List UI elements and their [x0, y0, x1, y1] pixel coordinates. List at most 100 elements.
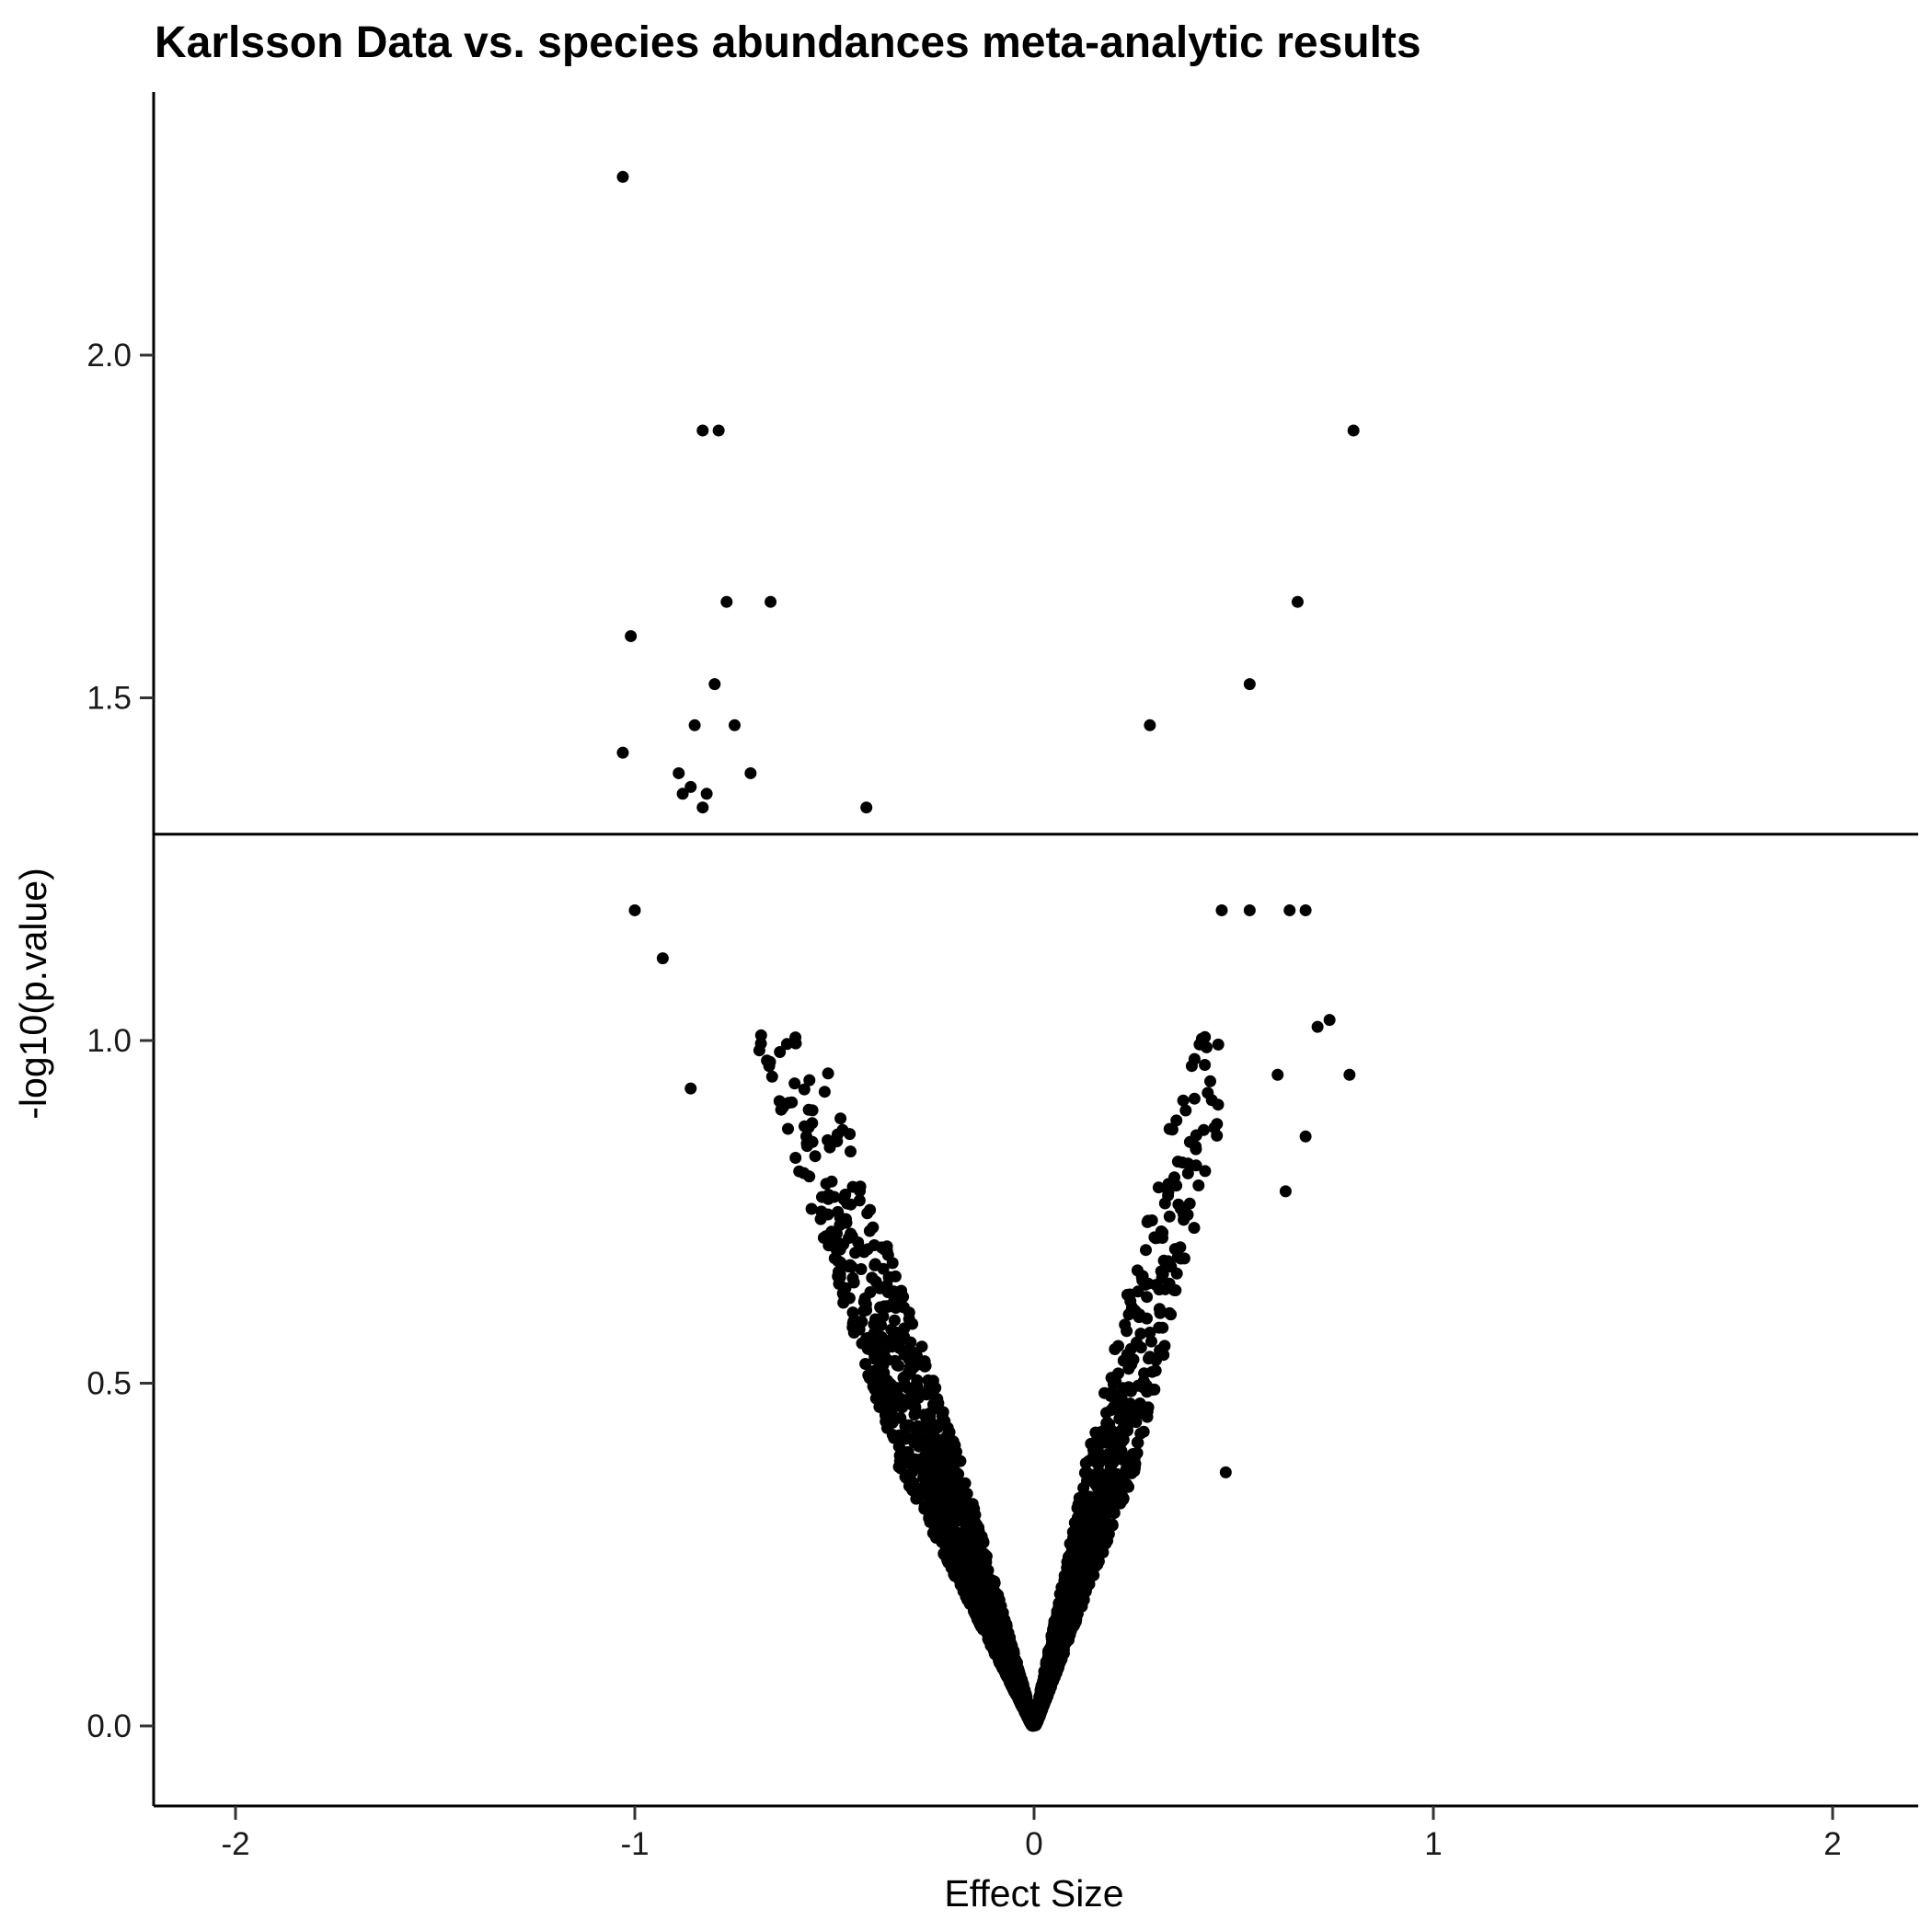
data-point — [712, 424, 725, 437]
data-point — [844, 1128, 857, 1141]
data-point — [877, 1262, 890, 1275]
data-point — [930, 1531, 942, 1544]
data-point — [931, 1421, 944, 1434]
data-point — [950, 1540, 963, 1553]
data-point — [1188, 1092, 1201, 1105]
data-point — [761, 1054, 774, 1067]
data-point — [1121, 1383, 1133, 1396]
data-point — [1081, 1532, 1094, 1545]
data-point — [1219, 1466, 1232, 1478]
x-tick-label: 0 — [1025, 1826, 1042, 1862]
data-point — [967, 1582, 979, 1595]
data-point — [800, 1130, 812, 1143]
data-point — [1040, 1684, 1052, 1696]
data-point — [897, 1291, 910, 1304]
data-point — [1100, 1407, 1112, 1420]
data-point — [1063, 1628, 1075, 1641]
data-point — [963, 1498, 976, 1511]
data-point — [1291, 595, 1304, 608]
data-point — [1088, 1436, 1100, 1449]
data-point — [1188, 1052, 1201, 1065]
data-point — [814, 1213, 827, 1225]
data-point — [700, 788, 713, 800]
data-point — [1193, 1038, 1206, 1051]
data-point — [696, 801, 709, 814]
data-point — [1107, 1378, 1120, 1390]
data-point — [1013, 1695, 1026, 1708]
data-point — [1083, 1570, 1096, 1582]
data-point — [978, 1599, 991, 1612]
data-point — [872, 1373, 885, 1385]
data-point — [1170, 1179, 1183, 1192]
data-point — [886, 1414, 898, 1427]
data-point — [855, 1263, 868, 1275]
data-point — [898, 1377, 911, 1390]
data-point — [1165, 1308, 1178, 1321]
data-point — [937, 1548, 950, 1561]
data-point — [1122, 1363, 1135, 1375]
data-point — [997, 1632, 1010, 1645]
data-point — [1192, 1179, 1205, 1191]
data-point — [957, 1582, 970, 1595]
data-point — [1041, 1658, 1053, 1671]
data-point — [918, 1502, 931, 1515]
data-point — [951, 1558, 964, 1570]
data-point — [915, 1340, 928, 1353]
data-point — [889, 1270, 902, 1282]
data-point — [818, 1086, 831, 1098]
data-point — [899, 1432, 912, 1445]
data-point — [802, 1103, 815, 1116]
data-point — [937, 1488, 949, 1500]
data-point — [1190, 1159, 1202, 1172]
data-point — [1299, 1130, 1312, 1143]
data-point — [1162, 1189, 1175, 1202]
data-point — [1211, 1118, 1224, 1131]
data-point — [864, 1286, 877, 1298]
data-point — [789, 1031, 802, 1044]
data-point — [1141, 1291, 1154, 1304]
data-point — [939, 1539, 952, 1552]
data-point — [1116, 1427, 1129, 1439]
data-point — [1109, 1343, 1121, 1355]
data-point — [1205, 1094, 1218, 1107]
data-point — [860, 1332, 873, 1345]
data-point — [688, 719, 701, 731]
data-point — [684, 1082, 697, 1095]
data-point — [869, 1392, 882, 1405]
data-point — [774, 1046, 787, 1058]
data-point — [1099, 1517, 1112, 1530]
data-point — [803, 1170, 816, 1183]
data-point — [1145, 1384, 1158, 1396]
data-point — [1181, 1167, 1194, 1179]
data-point — [981, 1617, 994, 1630]
data-point — [1162, 1255, 1175, 1268]
data-point — [1243, 903, 1256, 916]
data-point — [1066, 1612, 1079, 1625]
data-point — [951, 1491, 964, 1504]
data-point — [1144, 719, 1156, 731]
data-point — [656, 952, 669, 965]
data-point — [1156, 1321, 1169, 1334]
data-point — [1073, 1491, 1086, 1504]
data-point — [1134, 1341, 1147, 1354]
data-point — [1127, 1410, 1140, 1423]
data-point — [893, 1341, 906, 1354]
data-point — [1145, 1335, 1157, 1348]
data-point — [1199, 1059, 1212, 1071]
data-point — [696, 424, 709, 437]
data-point — [878, 1399, 891, 1412]
data-point — [765, 1070, 778, 1083]
y-tick-label: 0.0 — [86, 1708, 132, 1744]
data-point — [961, 1593, 974, 1606]
data-point — [840, 1216, 853, 1229]
data-point — [1311, 1020, 1324, 1033]
data-point — [1075, 1593, 1088, 1605]
data-point — [1271, 1068, 1284, 1081]
data-point — [939, 1519, 952, 1532]
data-point — [1163, 1122, 1176, 1135]
data-point — [1152, 1181, 1165, 1194]
data-point — [900, 1419, 913, 1432]
data-point — [1150, 1279, 1162, 1292]
data-point — [789, 1152, 802, 1164]
